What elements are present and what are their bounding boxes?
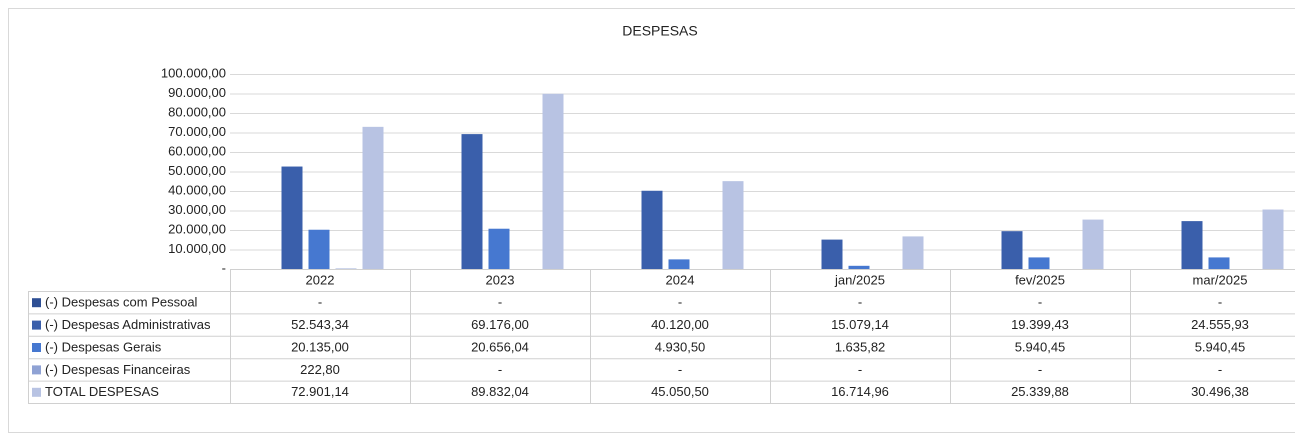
table-cell: 72.901,14	[291, 384, 349, 399]
bar	[461, 134, 483, 269]
table-cell: -	[1038, 295, 1042, 310]
table-cell: -	[498, 295, 502, 310]
bar	[848, 265, 870, 269]
bar	[1181, 221, 1203, 269]
table-cell: 20.656,04	[471, 339, 529, 354]
legend-label: (-) Despesas com Pessoal	[45, 295, 198, 310]
table-cell: -	[678, 295, 682, 310]
y-tick-label: 10.000,00	[168, 241, 226, 256]
bar	[641, 190, 663, 269]
table-cell: -	[858, 362, 862, 377]
table-cell: 16.714,96	[831, 384, 889, 399]
table-cell: 222,80	[300, 362, 340, 377]
table-cell: 30.496,38	[1191, 384, 1249, 399]
x-tick-label: jan/2025	[834, 272, 885, 287]
legend-label: TOTAL DESPESAS	[45, 384, 159, 399]
table-cell: 20.135,00	[291, 339, 349, 354]
table-cell: 5.940,45	[1195, 339, 1246, 354]
table-cell: 25.339,88	[1011, 384, 1069, 399]
x-tick-label: 2022	[306, 272, 335, 287]
y-tick-label: 80.000,00	[168, 104, 226, 119]
bar	[542, 93, 564, 270]
legend-swatch	[32, 365, 41, 375]
table-cell: 4.930,50	[655, 339, 706, 354]
legend-label: (-) Despesas Gerais	[45, 339, 162, 354]
table-cell: 45.050,50	[651, 384, 709, 399]
bar	[1028, 257, 1050, 269]
table-cell: 1.635,82	[835, 339, 886, 354]
y-tick-label: 60.000,00	[168, 143, 226, 158]
table-cell: 24.555,93	[1191, 317, 1249, 332]
y-tick-label: 70.000,00	[168, 124, 226, 139]
bar	[1262, 209, 1284, 269]
table-cell: -	[498, 362, 502, 377]
bar	[281, 166, 303, 269]
legend-swatch	[32, 320, 41, 330]
table-cell: -	[318, 295, 322, 310]
x-tick-label: 2024	[666, 272, 695, 287]
bar	[308, 229, 330, 269]
y-tick-label: 100.000,00	[161, 65, 226, 80]
y-tick-label: -	[222, 260, 226, 275]
bar	[821, 239, 843, 269]
table-cell: 19.399,43	[1011, 317, 1069, 332]
table-cell: 40.120,00	[651, 317, 709, 332]
bar	[1082, 219, 1104, 269]
legend-swatch	[32, 343, 41, 352]
bar	[902, 236, 924, 269]
chart-title: DESPESAS	[622, 23, 697, 39]
y-tick-label: 40.000,00	[168, 182, 226, 197]
table-cell: -	[1038, 362, 1042, 377]
table-cell: -	[858, 295, 862, 310]
bar	[668, 259, 690, 269]
bar	[488, 228, 510, 269]
table-cell: 69.176,00	[471, 317, 529, 332]
bar	[362, 126, 384, 269]
x-tick-label: mar/2025	[1193, 272, 1248, 287]
table-cell: 15.079,14	[831, 317, 889, 332]
legend-swatch	[32, 387, 41, 397]
legend-label: (-) Despesas Administrativas	[45, 317, 211, 332]
bar	[1001, 231, 1023, 269]
bar	[722, 181, 744, 269]
x-tick-label: 2023	[486, 272, 515, 287]
legend-swatch	[32, 298, 41, 308]
bar	[1208, 257, 1230, 269]
y-tick-label: 50.000,00	[168, 163, 226, 178]
y-tick-label: 90.000,00	[168, 85, 226, 100]
legend-label: (-) Despesas Financeiras	[45, 362, 191, 377]
table-cell: 5.940,45	[1015, 339, 1066, 354]
y-tick-label: 30.000,00	[168, 202, 226, 217]
table-cell: -	[1218, 362, 1222, 377]
table-cell: 89.832,04	[471, 384, 529, 399]
table-cell: -	[1218, 295, 1222, 310]
table-cell: 52.543,34	[291, 317, 349, 332]
table-cell: -	[678, 362, 682, 377]
x-tick-label: fev/2025	[1015, 272, 1065, 287]
y-tick-label: 20.000,00	[168, 221, 226, 236]
